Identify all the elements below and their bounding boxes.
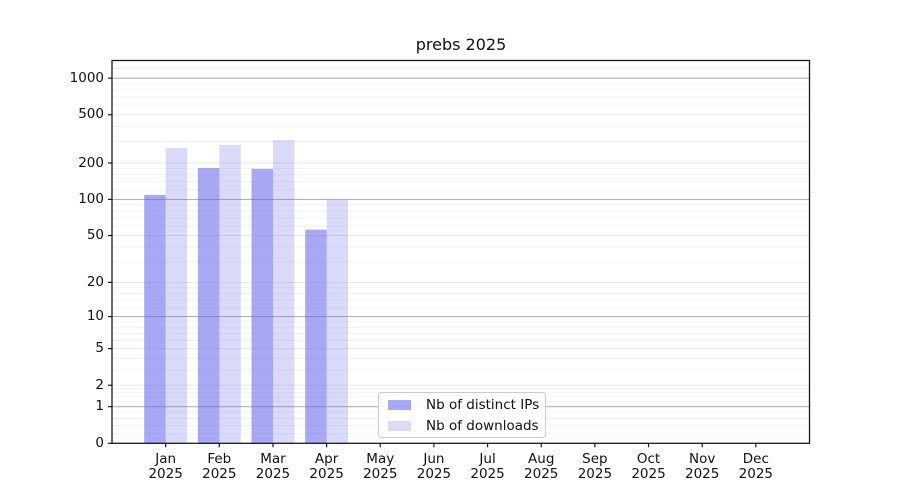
x-tick-label-sep: Sep 2025: [567, 452, 623, 482]
x-tick-year: 2025: [148, 466, 183, 482]
plot-frame: [111, 59, 811, 444]
x-tick-label-feb: Feb 2025: [191, 452, 247, 482]
y-tick-label-1000: 1000: [69, 69, 104, 86]
legend-item-downloads: Nb of downloads: [388, 417, 539, 434]
x-tick-year: 2025: [363, 466, 398, 482]
x-tick-month: Aug: [528, 451, 555, 467]
x-tick-year: 2025: [631, 466, 666, 482]
x-tick-month: Dec: [742, 451, 769, 467]
x-tick-month: Jun: [423, 451, 445, 467]
x-tick-month: Mar: [260, 451, 286, 467]
legend-label-downloads: Nb of downloads: [426, 417, 539, 434]
x-tick-month: Nov: [689, 451, 716, 467]
bar-downloads-feb: [219, 144, 241, 444]
legend-swatch-distinct-ips: [388, 399, 411, 410]
y-tick-label-10: 10: [86, 308, 104, 325]
x-tick-label-apr: Apr 2025: [299, 452, 355, 482]
x-tick-label-may: May 2025: [352, 452, 408, 482]
x-tick-year: 2025: [309, 466, 344, 482]
bar-distinct-ips-feb: [197, 167, 220, 444]
x-tick-label-jun: Jun 2025: [406, 452, 462, 482]
chart-title: prebs 2025: [415, 35, 507, 54]
x-tick-year: 2025: [577, 466, 613, 482]
x-tick-label-jul: Jul 2025: [460, 452, 516, 482]
x-tick-month: Sep: [582, 451, 608, 467]
y-tick-label-0: 0: [95, 434, 104, 451]
legend: Nb of distinct IPs Nb of downloads: [378, 392, 546, 438]
x-tick-label-nov: Nov 2025: [674, 452, 730, 482]
bar-downloads-mar: [272, 140, 295, 444]
legend-swatch-downloads: [388, 420, 411, 431]
legend-item-distinct-ips: Nb of distinct IPs: [388, 396, 540, 413]
x-tick-year: 2025: [255, 466, 291, 482]
bar-distinct-ips-mar: [251, 168, 273, 444]
x-tick-year: 2025: [524, 466, 559, 482]
y-tick-label-200: 200: [78, 154, 104, 171]
x-tick-month: Feb: [207, 451, 232, 467]
x-tick-year: 2025: [416, 466, 452, 482]
legend-label-distinct-ips: Nb of distinct IPs: [426, 396, 540, 413]
x-tick-month: Oct: [636, 451, 661, 467]
x-tick-month: May: [366, 451, 395, 467]
x-tick-year: 2025: [738, 466, 774, 482]
y-tick-label-1: 1: [95, 398, 104, 415]
bar-distinct-ips-jan: [144, 194, 166, 444]
y-tick-label-100: 100: [78, 190, 104, 207]
bar-downloads-apr: [326, 199, 349, 444]
x-tick-label-oct: Oct 2025: [621, 452, 677, 482]
x-tick-label-mar: Mar 2025: [245, 452, 301, 482]
y-tick-label-20: 20: [86, 273, 104, 290]
x-tick-label-aug: Aug 2025: [513, 452, 569, 482]
y-tick-label-2: 2: [95, 376, 104, 393]
x-tick-year: 2025: [685, 466, 720, 482]
x-tick-month: Jul: [479, 451, 496, 467]
x-tick-label-jan: Jan 2025: [138, 452, 194, 482]
y-tick-label-500: 500: [78, 106, 104, 123]
y-tick-label-50: 50: [86, 227, 104, 243]
bar-distinct-ips-apr: [305, 229, 327, 444]
x-tick-month: Apr: [314, 451, 339, 467]
bar-downloads-jan: [165, 148, 188, 444]
x-tick-year: 2025: [202, 466, 237, 482]
x-tick-label-dec: Dec 2025: [728, 452, 784, 482]
x-tick-year: 2025: [470, 466, 505, 482]
x-tick-month: Jan: [155, 451, 177, 467]
y-tick-label-5: 5: [95, 340, 104, 357]
